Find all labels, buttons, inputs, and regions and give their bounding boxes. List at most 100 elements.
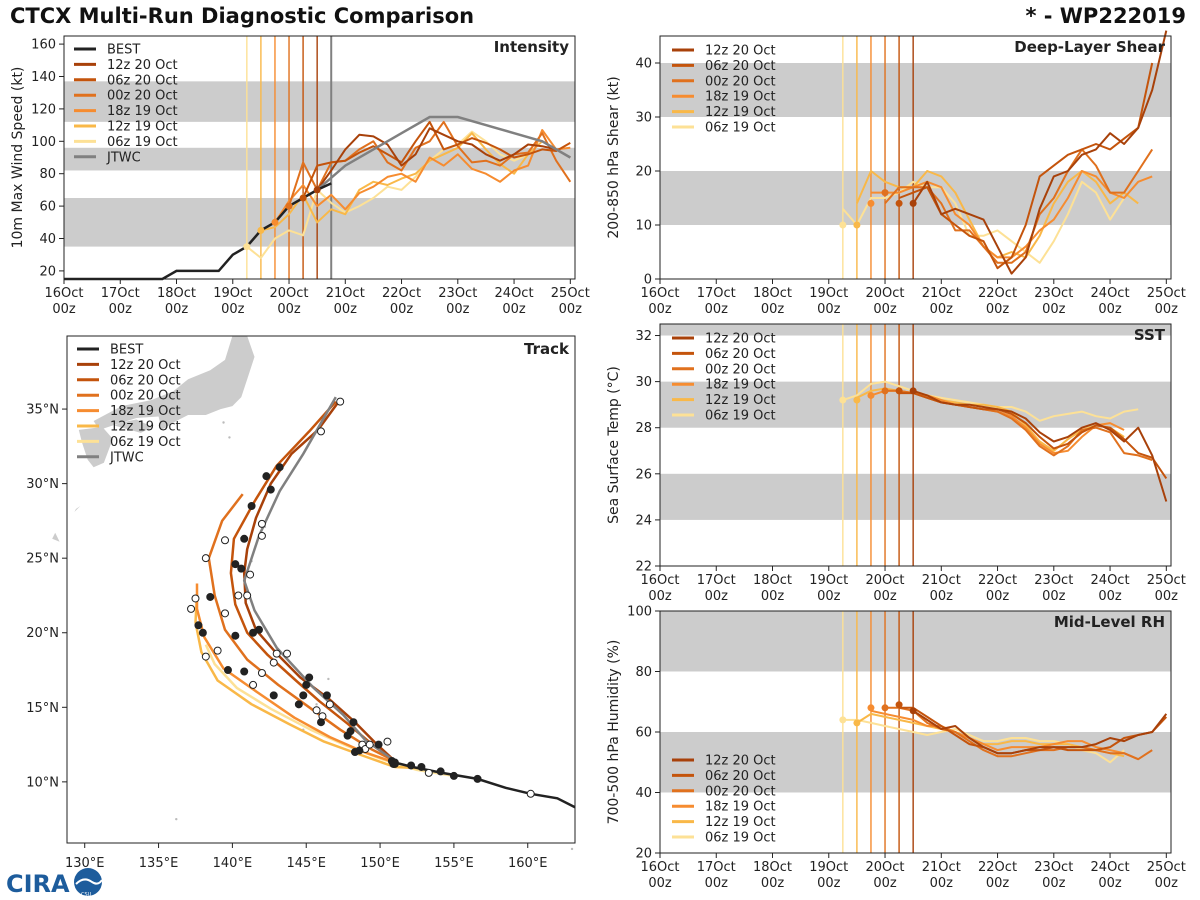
panel-intensity-best-point-0 [243, 243, 251, 251]
panel-sst-xtick-date-9: 25Oct [1147, 573, 1186, 588]
panel-intensity-xtick-date-5: 21Oct [326, 286, 365, 301]
legend-label-2: 00z 20 Oct [705, 74, 776, 89]
track-marker-56 [390, 758, 399, 767]
track-marker-35 [322, 691, 331, 700]
track-ytick-label-0: 10°N [26, 775, 59, 790]
panel-sst-init-point-0 [839, 396, 847, 404]
track-xtick-label-1: 135°E [139, 856, 179, 871]
panel-intensity-xtick-date-3: 19Oct [213, 286, 252, 301]
panel-intensity-ylabel: 10m Max Wind Speed (kt) [10, 67, 26, 249]
panel-shear-init-point-5 [909, 199, 917, 207]
track-islet-4 [315, 703, 318, 706]
panel-rh-band-1 [660, 611, 1171, 672]
panel-rh-series-3 [870, 709, 1139, 761]
panel-shear-xtick-time-9: 00z [1155, 302, 1179, 317]
track-marker-26 [272, 649, 281, 658]
panel-intensity-xtick-time-7: 00z [446, 302, 470, 317]
panel-shear-init-point-1 [853, 221, 861, 229]
panel-sst-xtick-date-5: 21Oct [922, 573, 961, 588]
panel-shear-xtick-date-3: 19Oct [809, 286, 848, 301]
rh-panel: 2040608010016Oct00z17Oct00z18Oct00z19Oct… [606, 605, 1186, 892]
panel-shear-xtick-time-5: 00z [930, 302, 954, 317]
legend-label-2: 06z 20 Oct [110, 373, 181, 388]
panel-rh-xtick-date-9: 25Oct [1147, 860, 1186, 875]
panel-intensity-ytick-label-5: 120 [31, 102, 56, 117]
track-marker-58 [417, 762, 426, 771]
panel-sst-xtick-time-1: 00z [705, 589, 729, 604]
legend-label-7: JTWC [106, 150, 141, 165]
legend-label-5: 06z 19 Oct [705, 831, 776, 846]
panel-sst-band-0 [660, 473, 1171, 520]
track-marker-47 [374, 740, 383, 749]
track-marker-24 [194, 621, 203, 630]
panel-sst-ytick-label-1: 24 [635, 513, 652, 528]
panel-rh-init-point-2 [867, 704, 875, 712]
legend-label-3: 00z 20 Oct [107, 89, 178, 104]
panel-shear-xtick-time-3: 00z [817, 302, 841, 317]
track-series-3 [195, 583, 396, 764]
panel-shear-ytick-label-2: 20 [635, 165, 652, 180]
panel-intensity-xtick-time-6: 00z [390, 302, 414, 317]
panel-shear-xtick-date-0: 16Oct [640, 286, 679, 301]
panel-rh-xtick-time-4: 00z [873, 876, 897, 891]
panel-rh-init-point-3 [881, 704, 889, 712]
panel-intensity-best-point-3 [285, 202, 293, 210]
panel-shear-xtick-time-7: 00z [1042, 302, 1066, 317]
track-marker-11 [231, 560, 240, 569]
track-marker-44 [317, 718, 325, 727]
track-marker-29 [240, 667, 249, 676]
panel-rh-title: Mid-Level RH [1054, 613, 1165, 631]
panel-rh-xtick-date-3: 19Oct [809, 860, 848, 875]
panel-shear-xtick-date-1: 17Oct [697, 286, 736, 301]
legend-label-1: 06z 20 Oct [705, 347, 776, 362]
legend-label-1: 12z 20 Oct [110, 358, 181, 373]
legend-label-1: 12z 20 Oct [107, 58, 178, 73]
panel-shear-xtick-time-6: 00z [986, 302, 1010, 317]
panel-rh-xtick-date-6: 22Oct [978, 860, 1017, 875]
panel-sst-xtick-time-4: 00z [873, 589, 897, 604]
panel-intensity-ytick-label-2: 60 [39, 200, 56, 215]
panel-rh-xtick-time-5: 00z [930, 876, 954, 891]
track-land-0 [93, 336, 255, 430]
legend-label-1: 06z 20 Oct [705, 769, 776, 784]
track-xtick-label-2: 140°E [213, 856, 253, 871]
legend-label-3: 18z 19 Oct [705, 90, 776, 105]
panel-sst-title: SST [1134, 326, 1166, 344]
panel-intensity-ytick-label-3: 80 [39, 167, 56, 182]
panel-sst-init-point-5 [909, 387, 917, 395]
panel-shear-title: Deep-Layer Shear [1014, 38, 1165, 56]
track-marker-39 [249, 680, 258, 689]
panel-sst-xtick-time-2: 00z [761, 589, 785, 604]
panel-intensity-best-point-4 [299, 194, 307, 202]
panel-rh-init-point-5 [909, 707, 917, 715]
track-islet-0 [222, 421, 225, 424]
panel-rh-xtick-date-8: 24Oct [1091, 860, 1130, 875]
panel-intensity-xtick-time-0: 00z [52, 302, 76, 317]
track-ytick-label-1: 15°N [26, 701, 59, 716]
track-best-point-1 [473, 774, 482, 783]
panel-sst-xtick-date-4: 20Oct [866, 573, 905, 588]
panel-intensity-xtick-date-1: 17Oct [101, 286, 140, 301]
track-title: Track [524, 340, 570, 358]
legend-label-4: 18z 19 Oct [107, 104, 178, 119]
legend-label-2: 00z 20 Oct [705, 784, 776, 799]
logo-text: CIRA [6, 870, 70, 898]
track-marker-42 [349, 718, 358, 727]
track-best-series [394, 761, 576, 809]
panel-rh-xtick-time-7: 00z [1042, 876, 1066, 891]
panel-intensity-ytick-label-4: 100 [31, 135, 56, 150]
panel-shear-xtick-time-4: 00z [873, 302, 897, 317]
track-islet-5 [327, 677, 330, 681]
track-marker-23 [198, 628, 207, 637]
track-marker-60 [449, 771, 458, 780]
panel-rh-ytick-label-1: 40 [635, 786, 652, 801]
track-marker-16 [206, 592, 215, 601]
track-marker-21 [249, 628, 258, 637]
track-marker-34 [302, 680, 311, 689]
panel-rh-xtick-date-4: 20Oct [866, 860, 905, 875]
track-land-1 [114, 419, 153, 433]
track-xtick-label-4: 150°E [360, 856, 400, 871]
panel-shear-ytick-label-0: 0 [644, 273, 652, 288]
legend-label-6: 06z 19 Oct [107, 135, 178, 150]
panel-sst-frame [659, 323, 1172, 567]
